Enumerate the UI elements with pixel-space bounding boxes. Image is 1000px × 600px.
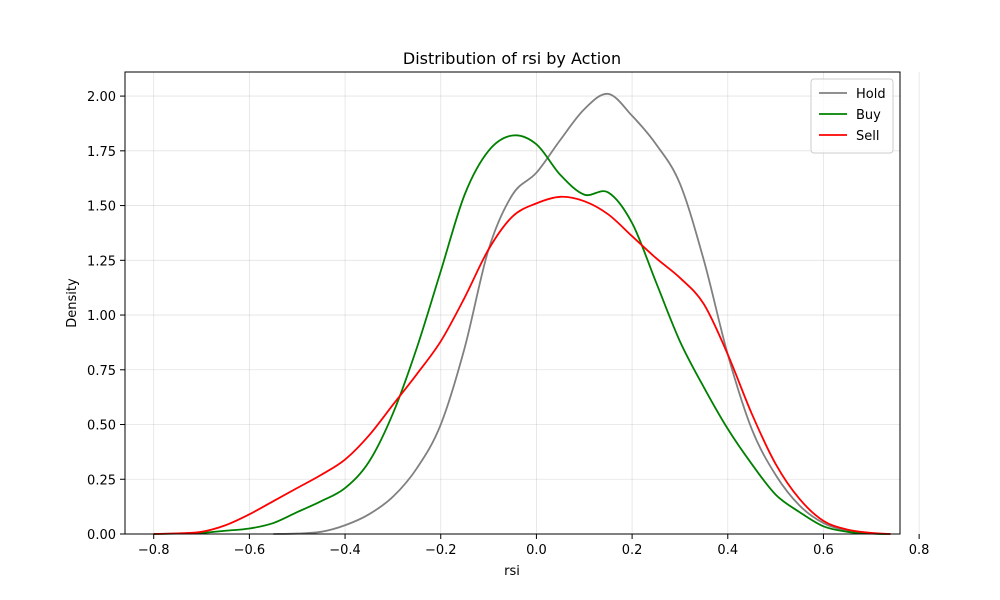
- y-tick-label: 0.50: [87, 419, 116, 434]
- y-tick-label: 2.00: [87, 90, 116, 105]
- y-axis-label: Density: [65, 278, 80, 328]
- x-tick-label: −0.6: [234, 543, 266, 558]
- plot-frame: [124, 71, 901, 535]
- x-axis-label: rsi: [504, 564, 520, 579]
- y-tick-label: 1.00: [87, 309, 116, 324]
- x-axis: −0.8 −0.6 −0.4 −0.2 0.0 0.2 0.4 0.6 0.8: [138, 534, 930, 558]
- x-tick-label: −0.2: [425, 543, 457, 558]
- y-tick-label: 1.50: [87, 200, 116, 215]
- x-tick-label: 0.0: [526, 543, 547, 558]
- x-tick-label: 0.8: [909, 543, 930, 558]
- series-line-hold: [273, 92, 886, 535]
- x-tick-label: 0.2: [622, 543, 643, 558]
- legend-label: Sell: [856, 129, 879, 144]
- x-tick-label: −0.4: [329, 543, 361, 558]
- legend-label: Hold: [856, 87, 886, 102]
- legend-label: Buy: [856, 108, 881, 123]
- series-line-sell: [153, 195, 891, 535]
- y-tick-label: 0.75: [87, 364, 116, 379]
- x-tick-label: 0.6: [813, 543, 834, 558]
- series-line-buy: [153, 134, 891, 535]
- y-tick-label: 0.25: [87, 473, 116, 488]
- legend: Hold Buy Sell: [810, 78, 894, 154]
- y-axis: 0.00 0.25 0.50 0.75 1.00 1.25 1.50 1.75 2.00: [87, 90, 125, 543]
- y-tick-label: 1.25: [87, 254, 116, 269]
- x-tick-label: 0.4: [717, 543, 738, 558]
- series-layer: [153, 92, 891, 535]
- y-tick-label: 1.75: [87, 145, 116, 160]
- x-tick-label: −0.8: [138, 543, 170, 558]
- y-tick-label: 0.00: [87, 528, 116, 543]
- chart-title: Distribution of rsi by Action: [403, 49, 621, 68]
